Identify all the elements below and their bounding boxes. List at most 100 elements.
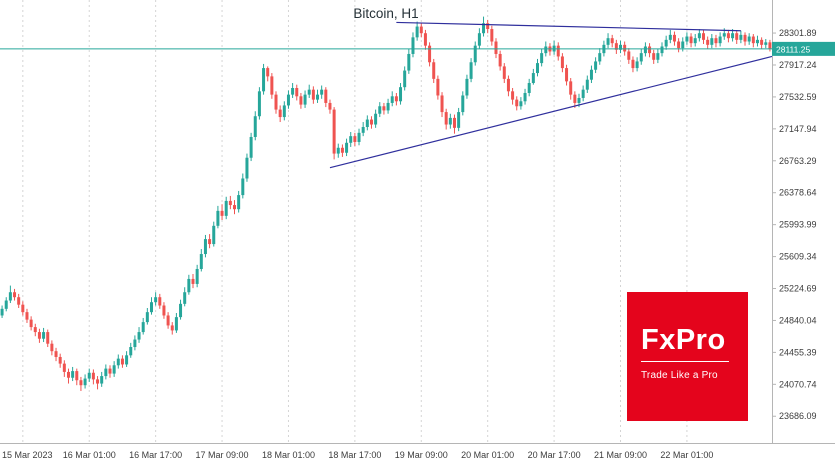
candle-body [191, 278, 195, 284]
candle-body [162, 305, 166, 316]
fxpro-logo: FxPro Trade Like a Pro [627, 292, 748, 421]
candle-body [224, 200, 228, 216]
candle-body [648, 46, 652, 54]
time-label: 18 Mar 01:00 [262, 450, 315, 460]
candle-body [295, 88, 299, 97]
candle-body [722, 33, 726, 37]
candle-body [8, 292, 12, 301]
candle-body [428, 45, 432, 63]
candle-body [477, 33, 481, 46]
candle-body [253, 116, 257, 137]
candle-body [257, 91, 261, 117]
candle-body [179, 303, 183, 318]
candle-body [328, 102, 332, 110]
candle-body [407, 53, 411, 71]
price-label: 25224.69 [779, 284, 817, 294]
candle-body [498, 53, 502, 67]
candle-body [21, 304, 25, 313]
candle-body [37, 332, 41, 339]
candle-body [133, 339, 137, 348]
candle-body [208, 239, 212, 245]
candle-body [75, 371, 79, 381]
price-label: 27147.94 [779, 124, 817, 134]
candle-body [560, 56, 564, 69]
candle-body [100, 376, 104, 384]
candle-body [228, 200, 232, 206]
candle-body [681, 41, 685, 49]
candle-body [743, 34, 747, 42]
candle-body [349, 136, 353, 143]
time-label: 16 Mar 01:00 [63, 450, 116, 460]
candle-body [187, 278, 191, 293]
candle-body [386, 102, 390, 111]
candle-body [635, 61, 639, 69]
candle-body [511, 91, 515, 100]
candle-body [706, 39, 710, 45]
candle-body [465, 78, 469, 96]
time-label: 15 Mar 2023 [2, 450, 53, 460]
candle-body [639, 53, 643, 62]
candle-body [125, 355, 129, 365]
candle-body [382, 106, 386, 111]
time-label: 19 Mar 09:00 [395, 450, 448, 460]
candle-body [540, 53, 544, 64]
candle-body [461, 95, 465, 113]
candle-body [83, 378, 87, 386]
candle-body [195, 268, 199, 284]
candle-body [594, 61, 598, 70]
candle-body [432, 62, 436, 79]
candle-body [332, 109, 336, 154]
price-label: 24070.74 [779, 379, 817, 389]
candle-body [697, 33, 701, 39]
candle-body [519, 101, 523, 107]
candle-body [166, 315, 170, 326]
candle-body [129, 347, 133, 356]
candle-body [4, 300, 8, 309]
candle-body [91, 372, 95, 380]
candle-body [270, 76, 274, 95]
candle-body [266, 68, 270, 77]
candle-body [614, 43, 618, 50]
candle-body [311, 89, 315, 100]
time-label: 16 Mar 17:00 [129, 450, 182, 460]
candle-body [340, 147, 344, 153]
candle-body [345, 142, 349, 153]
candle-body [415, 26, 419, 38]
candle-body [158, 297, 162, 306]
candle-body [324, 89, 328, 103]
candle-body [755, 39, 759, 44]
candle-body [249, 136, 253, 158]
candle-body [394, 96, 398, 102]
candle-body [320, 89, 324, 95]
candle-body [241, 178, 245, 196]
candle-body [291, 88, 295, 95]
candle-body [423, 33, 427, 46]
candle-body [33, 327, 37, 333]
price-label: 25609.34 [779, 252, 817, 262]
price-label: 26763.29 [779, 156, 817, 166]
candle-body [307, 89, 311, 95]
candle-body [623, 44, 627, 52]
candle-body [502, 66, 506, 79]
candle-body [702, 33, 706, 40]
candle-body [656, 53, 660, 60]
candle-body [112, 365, 116, 374]
candle-body [685, 36, 689, 42]
candle-body [573, 94, 577, 103]
candle-body [627, 51, 631, 60]
candle-body [747, 36, 751, 42]
price-label: 26378.64 [779, 188, 817, 198]
candle-body [589, 69, 593, 80]
candle-body [303, 94, 307, 105]
candle-body [274, 94, 278, 110]
candle-body [262, 68, 266, 92]
candle-body [619, 44, 623, 50]
candle-body [531, 73, 535, 84]
candle-body [237, 195, 241, 210]
candle-body [668, 34, 672, 40]
time-label: 20 Mar 01:00 [461, 450, 514, 460]
candle-body [220, 210, 224, 216]
fxpro-logo-rule [641, 361, 729, 362]
candle-body [66, 371, 70, 378]
